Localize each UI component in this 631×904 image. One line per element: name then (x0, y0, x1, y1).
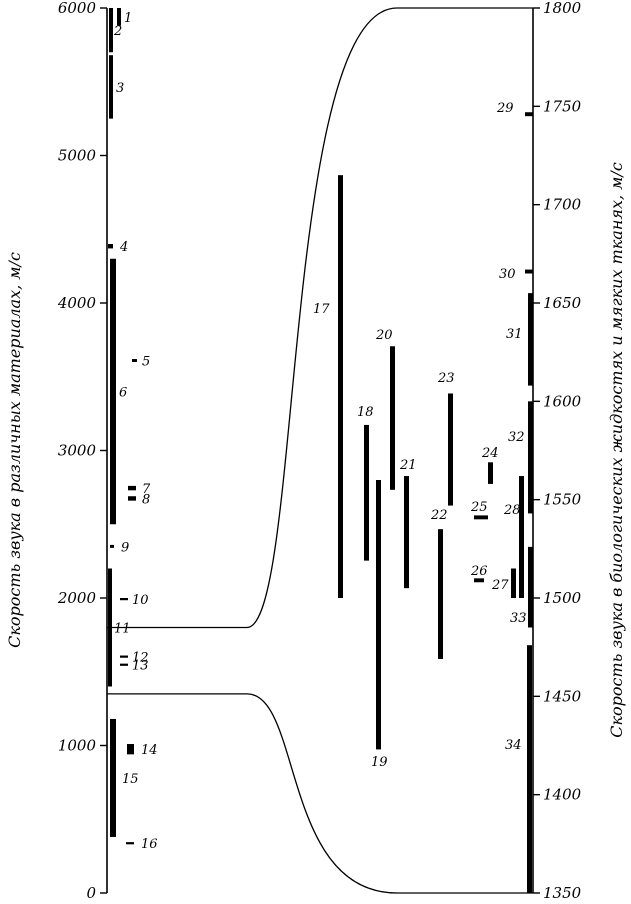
right-bar-29 (525, 112, 533, 117)
right-bar-19 (376, 480, 381, 750)
left-bar-4 (108, 244, 113, 249)
right-bar-label-32: 32 (508, 430, 525, 445)
left-bar-1 (117, 8, 121, 26)
right-bar-label-23: 23 (437, 371, 455, 386)
left-bar-label-8: 8 (142, 492, 150, 507)
left-bar-3 (109, 55, 113, 119)
right-bar-label-34: 34 (505, 738, 522, 753)
left-bar-15 (110, 718, 116, 837)
right-bar-20 (390, 346, 395, 490)
right-tick-label: 1550 (543, 491, 582, 509)
left-bar-7 (128, 485, 136, 491)
left-bar-label-3: 3 (116, 81, 124, 96)
left-tick-label: 0 (86, 884, 96, 902)
right-bar-label-22: 22 (430, 508, 448, 523)
left-bar-label-6: 6 (119, 386, 127, 401)
left-bar-2 (109, 8, 113, 53)
right-bar-label-26: 26 (470, 564, 488, 579)
left-bar-label-7: 7 (142, 482, 151, 497)
left-tick-label: 5000 (58, 147, 97, 165)
right-bar-label-20: 20 (375, 328, 393, 343)
right-bar-label-29: 29 (496, 101, 514, 116)
left-bar-16 (126, 842, 134, 845)
right-tick-label: 1650 (543, 294, 582, 312)
right-bar-33 (528, 546, 533, 628)
left-bar-label-11: 11 (114, 622, 131, 637)
right-tick-label: 1450 (543, 687, 582, 705)
right-bar-32 (528, 401, 533, 514)
right-bar-34 (527, 645, 532, 893)
right-bar-label-21: 21 (399, 458, 417, 473)
left-bar-label-15: 15 (122, 772, 139, 787)
right-bar-label-18: 18 (357, 405, 374, 420)
right-bar-26 (474, 578, 484, 583)
right-bar-31 (528, 293, 533, 386)
left-bar-label-2: 2 (113, 24, 122, 39)
right-bar-21 (404, 476, 409, 589)
left-bar-10 (120, 598, 128, 601)
right-bar-label-33: 33 (510, 611, 527, 626)
left-bar-8 (128, 496, 136, 501)
right-bar-22 (438, 529, 443, 659)
upper-connector-curve (107, 7, 533, 629)
right-bar-28 (519, 476, 524, 598)
left-bar-label-13: 13 (132, 659, 149, 674)
right-axis-title: Скорость звука в биологических жидкостях… (607, 162, 626, 738)
right-bar-label-24: 24 (481, 446, 499, 461)
left-bar-label-12: 12 (132, 651, 149, 666)
left-bar-label-16: 16 (141, 837, 158, 852)
left-axis: 0 1000 2000 3000 4000 5000 6000 (57, 0, 108, 902)
right-bar-label-19: 19 (371, 755, 388, 770)
left-bar-label-4: 4 (119, 240, 128, 255)
left-bar-11 (108, 568, 112, 687)
left-bar-5 (132, 359, 137, 362)
right-axis: 1350 1400 1450 1500 1550 1600 1650 1700 1750 1800 (532, 0, 582, 902)
left-tick-label: 1000 (58, 737, 97, 755)
right-tick-label: 1350 (543, 884, 582, 902)
left-tick-label: 2000 (57, 589, 97, 607)
scale-connector-curves (107, 7, 533, 894)
right-bar-label-17: 17 (313, 302, 330, 317)
left-bar-label-5: 5 (142, 355, 150, 370)
right-tick-label: 1400 (543, 786, 582, 804)
left-bar-14 (127, 744, 134, 755)
left-bar-12 (120, 655, 128, 658)
right-bar-label-30: 30 (499, 267, 516, 282)
left-bar-13 (120, 663, 128, 666)
right-tick-label: 1700 (543, 196, 582, 214)
right-bar-label-25: 25 (470, 500, 488, 515)
left-bar-label-10: 10 (132, 593, 149, 608)
right-bar-18 (364, 424, 369, 561)
right-bar-label-28: 28 (503, 503, 521, 518)
lower-connector-curve (107, 693, 533, 894)
right-bar-27 (511, 568, 516, 598)
right-bar-25 (474, 515, 488, 520)
right-bar-17 (338, 175, 343, 598)
right-tick-label: 1750 (543, 97, 582, 115)
left-tick-label: 6000 (58, 0, 97, 17)
left-axis-title: Скорость звука в различных материалах, м… (5, 252, 24, 648)
right-bar-23 (448, 393, 453, 506)
left-bar-label-9: 9 (121, 540, 129, 555)
left-bar-label-1: 1 (124, 11, 132, 26)
right-bar-label-31: 31 (506, 327, 523, 342)
right-tick-label: 1800 (543, 0, 582, 17)
left-tick-label: 4000 (57, 294, 97, 312)
right-bar-30 (525, 269, 533, 274)
right-tick-label: 1600 (543, 392, 582, 410)
right-bar-24 (488, 462, 493, 484)
right-bar-label-27: 27 (491, 578, 509, 593)
left-bar-9 (110, 544, 114, 548)
left-bar-6 (110, 258, 116, 525)
left-bar-label-14: 14 (141, 743, 158, 758)
left-tick-label: 3000 (58, 442, 97, 460)
right-tick-label: 1500 (543, 589, 582, 607)
